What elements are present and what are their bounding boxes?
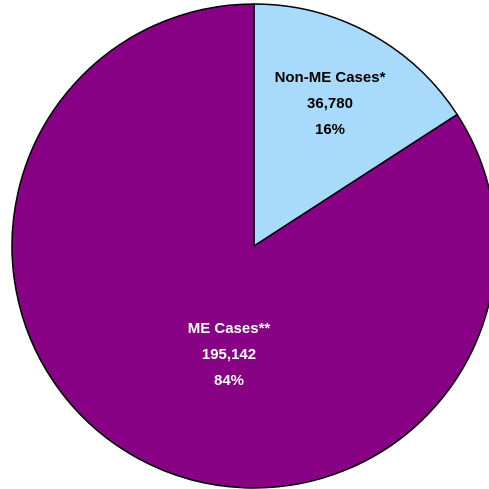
- value-label: 36,780: [307, 95, 353, 112]
- percent-label: 16%: [315, 121, 345, 138]
- slice-label: ME Cases**: [188, 320, 271, 337]
- pie-slice: [253, 3, 459, 248]
- slice-label: Non-ME Cases*: [275, 69, 386, 86]
- pie-slice: [11, 3, 489, 489]
- percent-label: 84%: [214, 372, 244, 389]
- value-label: 195,142: [202, 346, 256, 363]
